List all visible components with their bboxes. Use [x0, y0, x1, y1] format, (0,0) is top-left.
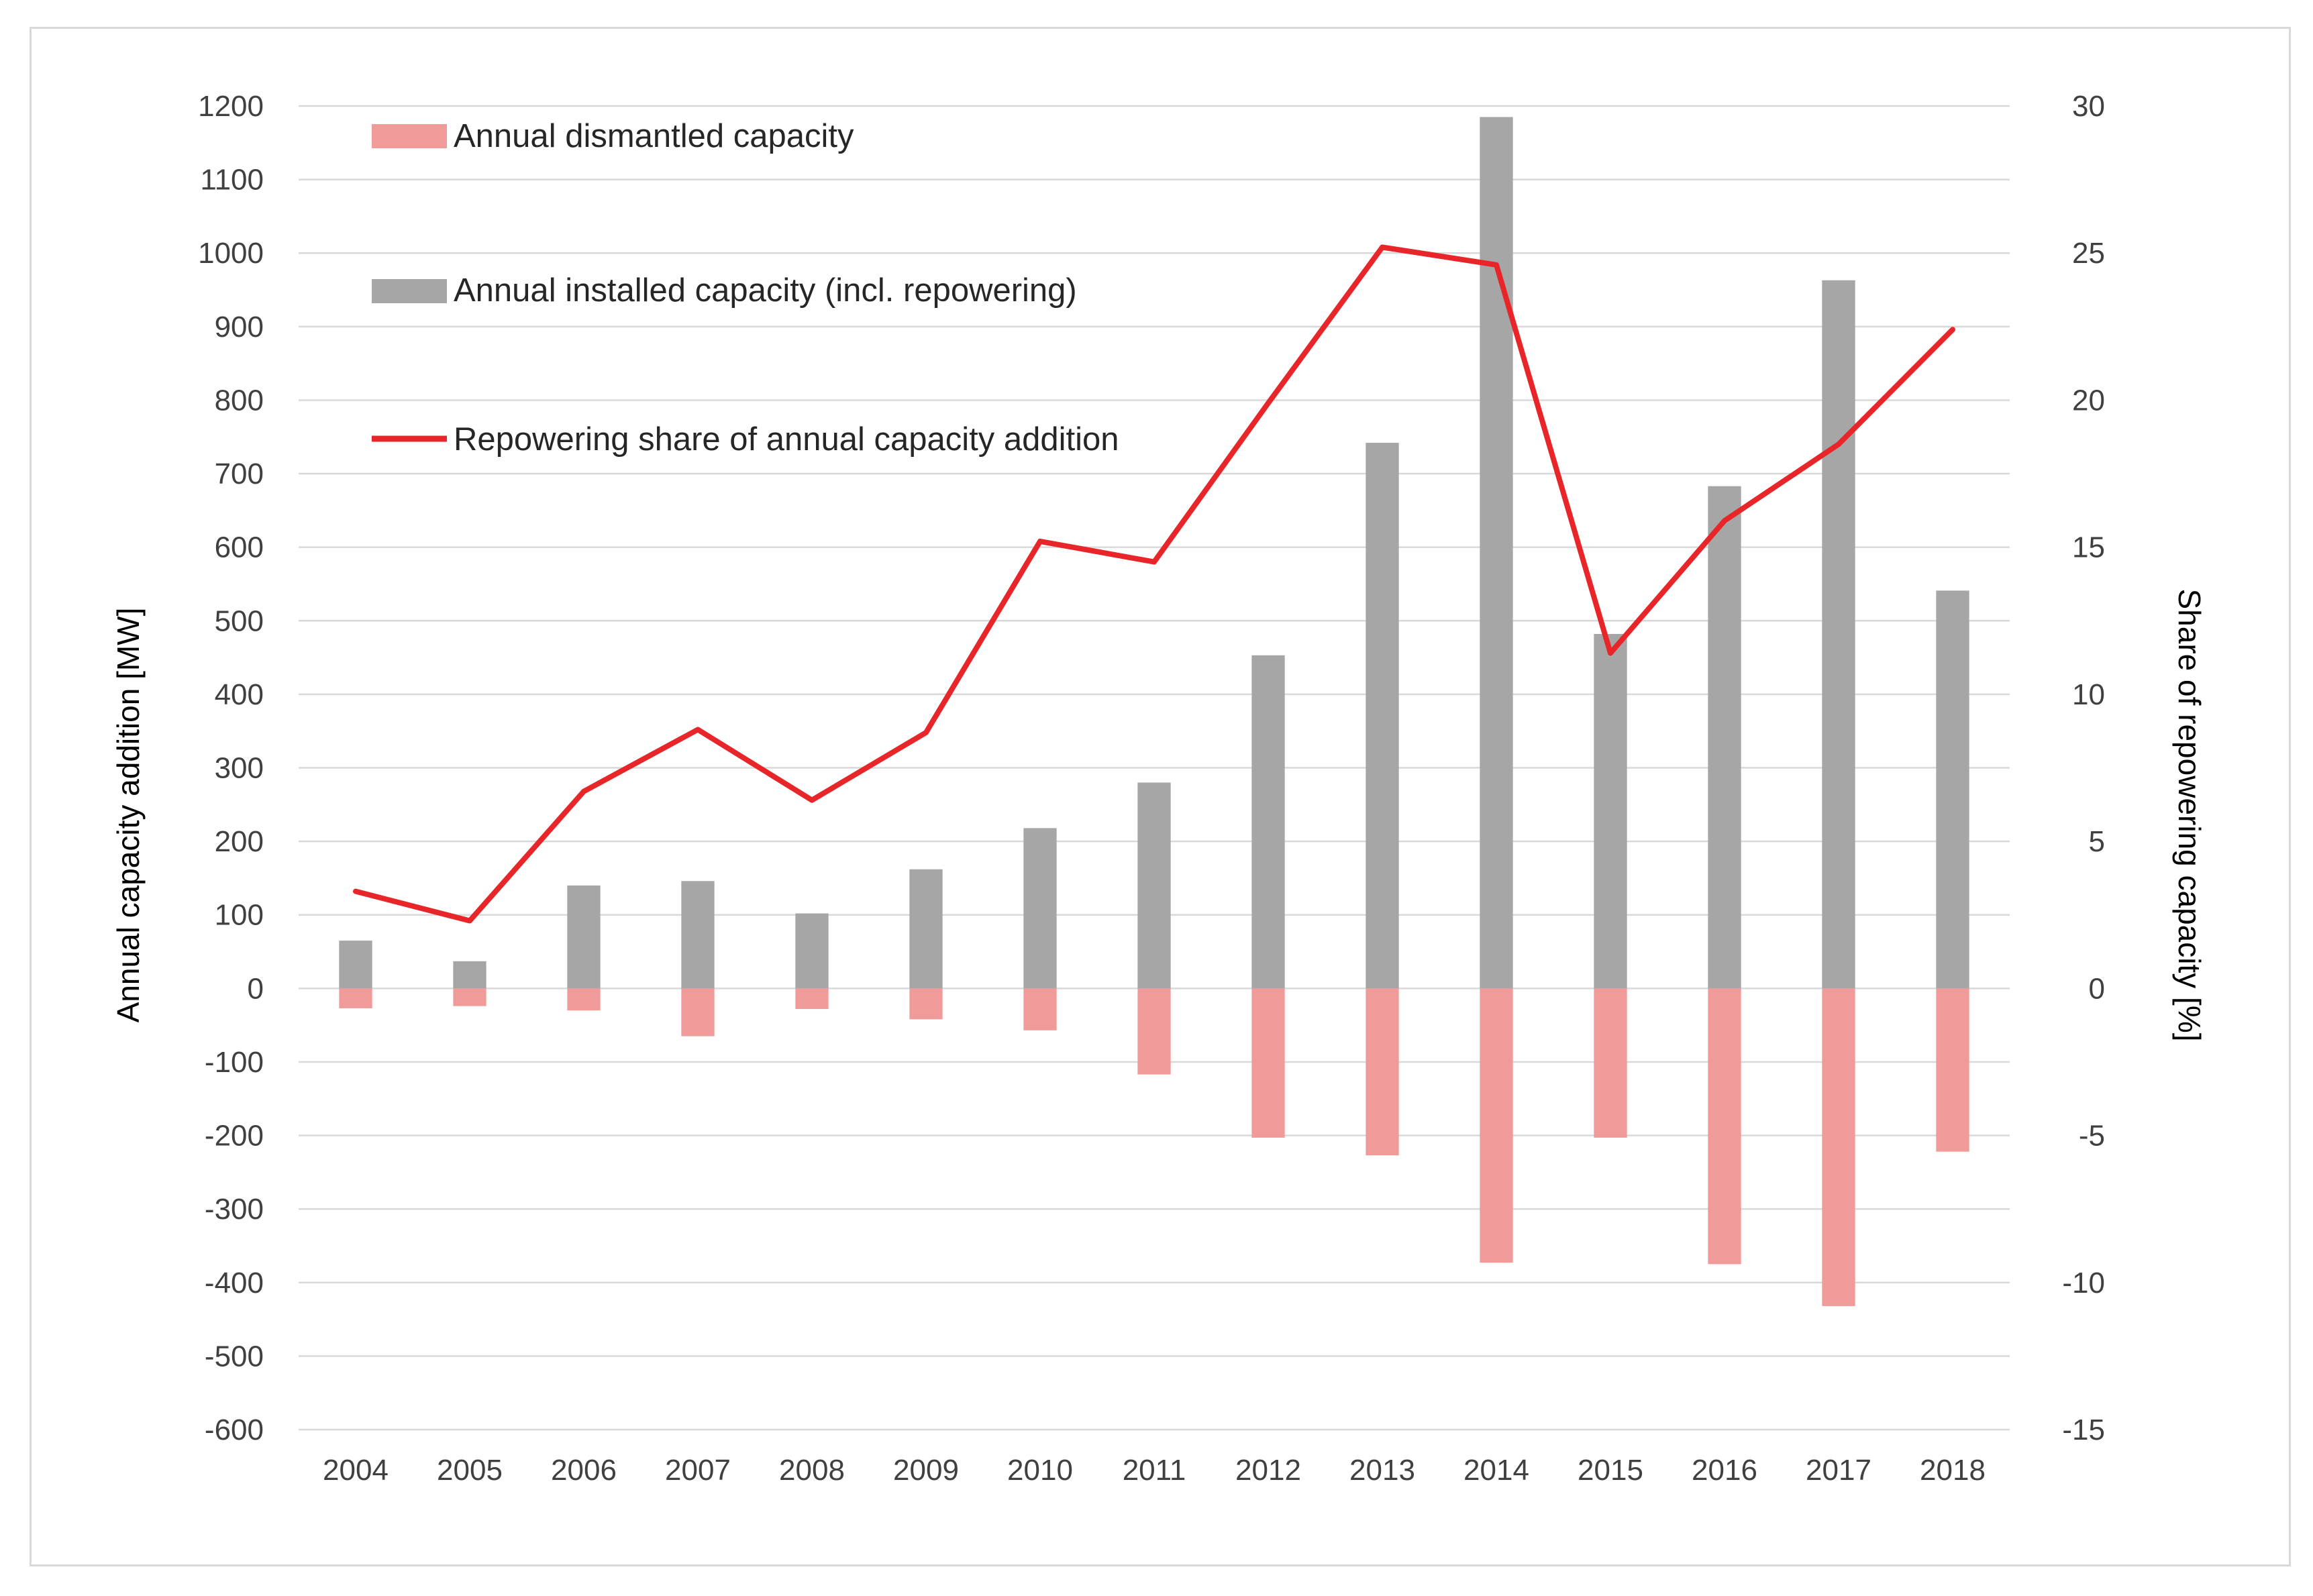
- installed-bar: [1366, 443, 1399, 989]
- dismantled-bar: [1251, 988, 1285, 1138]
- installed-bar: [1251, 655, 1285, 989]
- x-tick-label: 2006: [551, 1454, 617, 1487]
- dismantled-bar: [453, 988, 486, 1006]
- y-left-tick-label: 700: [215, 458, 264, 490]
- y-left-tick-label: -300: [205, 1193, 264, 1226]
- x-tick-label: 2009: [893, 1454, 959, 1487]
- y-left-tick-label: -400: [205, 1267, 264, 1299]
- left-axis-ticks: 1200110010009008007006005004003002001000…: [198, 90, 264, 1446]
- y-right-tick-label: 5: [2089, 825, 2105, 858]
- legend-label-installed: Annual installed capacity (incl. repower…: [454, 272, 1077, 309]
- dismantled-bar: [795, 988, 829, 1010]
- installed-bar: [453, 961, 486, 989]
- installed-bar: [1708, 486, 1741, 989]
- x-tick-label: 2005: [437, 1454, 503, 1487]
- y-right-tick-label: 25: [2072, 237, 2105, 270]
- x-tick-label: 2018: [1920, 1454, 1986, 1487]
- y-right-tick-label: -5: [2079, 1120, 2105, 1153]
- dismantled-bar: [1708, 988, 1741, 1265]
- x-tick-label: 2015: [1578, 1454, 1643, 1487]
- dismantled-bar: [681, 988, 715, 1036]
- y-left-tick-label: 1100: [200, 164, 264, 197]
- installed-bar: [1936, 590, 1969, 989]
- y-right-tick-label: 15: [2072, 531, 2105, 564]
- y-right-tick-label: 20: [2072, 384, 2105, 417]
- x-tick-label: 2008: [779, 1454, 845, 1487]
- y-left-tick-label: 900: [215, 311, 264, 343]
- installed-bar: [1594, 634, 1627, 989]
- dismantled-bar: [909, 988, 943, 1020]
- y-left-tick-label: -100: [205, 1046, 264, 1079]
- right-axis-ticks: 30 25 20 15 10 5 0 -5 -10 -15: [2062, 90, 2105, 1446]
- y-left-tick-label: -200: [205, 1120, 264, 1153]
- x-tick-label: 2012: [1235, 1454, 1301, 1487]
- x-tick-label: 2004: [323, 1454, 389, 1487]
- x-axis-ticks: 2004 2005 2006 2007 2008 2009 2010 2011 2012 2013…: [323, 1454, 1986, 1487]
- legend-label-dismantled: Annual dismantled capacity: [454, 118, 854, 154]
- x-tick-label: 2017: [1806, 1454, 1871, 1487]
- dismantled-bar: [1594, 988, 1627, 1138]
- dismantled-bar: [1137, 988, 1171, 1075]
- installed-bar: [567, 885, 601, 989]
- y-right-axis-title: Share of repowering capacity [%]: [2172, 588, 2207, 1041]
- chart-svg: 1200110010009008007006005004003002001000…: [111, 90, 2207, 1487]
- installed-bar: [339, 941, 372, 989]
- dismantled-bars: [339, 988, 1969, 1306]
- legend-label-repowering: Repowering share of annual capacity addi…: [454, 421, 1119, 458]
- y-left-tick-label: 100: [215, 899, 264, 932]
- dismantled-bar: [339, 988, 372, 1008]
- installed-bar: [1137, 782, 1171, 989]
- y-right-tick-label: -10: [2062, 1267, 2105, 1299]
- y-left-tick-label: -600: [205, 1414, 264, 1446]
- x-tick-label: 2016: [1692, 1454, 1757, 1487]
- dismantled-bar: [1822, 988, 1855, 1306]
- x-tick-label: 2011: [1123, 1454, 1186, 1487]
- y-left-tick-label: 600: [215, 531, 264, 564]
- y-left-tick-label: 800: [215, 384, 264, 417]
- installed-bar: [1480, 117, 1513, 989]
- installed-bar: [1822, 280, 1855, 989]
- x-tick-label: 2014: [1463, 1454, 1529, 1487]
- dismantled-bar: [567, 988, 601, 1011]
- x-tick-label: 2010: [1007, 1454, 1073, 1487]
- installed-bar: [681, 881, 715, 989]
- legend: Annual dismantled capacity Annual instal…: [372, 118, 1119, 458]
- repowering-line-layer: [353, 244, 1955, 924]
- installed-bars: [339, 117, 1969, 989]
- dismantled-bar: [1366, 988, 1399, 1156]
- dismantled-bar: [1480, 988, 1513, 1263]
- x-tick-label: 2007: [665, 1454, 731, 1487]
- y-left-tick-label: 400: [215, 678, 264, 711]
- chart-frame: 1200 1100 1000 900 800 700 600 500 400 300 200 100 0…: [30, 27, 2291, 1566]
- dismantled-bar: [1023, 988, 1057, 1030]
- legend-swatch-installed: [372, 279, 447, 303]
- y-left-axis-title: Annual capacity addition [MW]: [111, 608, 146, 1023]
- y-right-tick-label: 30: [2072, 90, 2105, 123]
- y-left-tick-label: 300: [215, 752, 264, 785]
- legend-swatch-dismantled: [372, 124, 447, 148]
- installed-bar: [909, 869, 943, 989]
- installed-bar: [795, 913, 829, 989]
- y-right-tick-label: 10: [2072, 678, 2105, 711]
- x-tick-label: 2013: [1349, 1454, 1415, 1487]
- y-left-tick-label: 1200: [198, 90, 264, 123]
- y-left-tick-label: 500: [215, 604, 264, 637]
- installed-bar: [1023, 828, 1057, 989]
- y-right-tick-label: -15: [2062, 1414, 2105, 1446]
- y-left-tick-label: -500: [205, 1340, 264, 1373]
- y-right-tick-label: 0: [2089, 972, 2105, 1005]
- y-left-tick-label: 1000: [198, 237, 264, 270]
- y-left-tick-label: 0: [248, 972, 264, 1005]
- dismantled-bar: [1936, 988, 1969, 1152]
- y-left-tick-label: 200: [215, 825, 264, 858]
